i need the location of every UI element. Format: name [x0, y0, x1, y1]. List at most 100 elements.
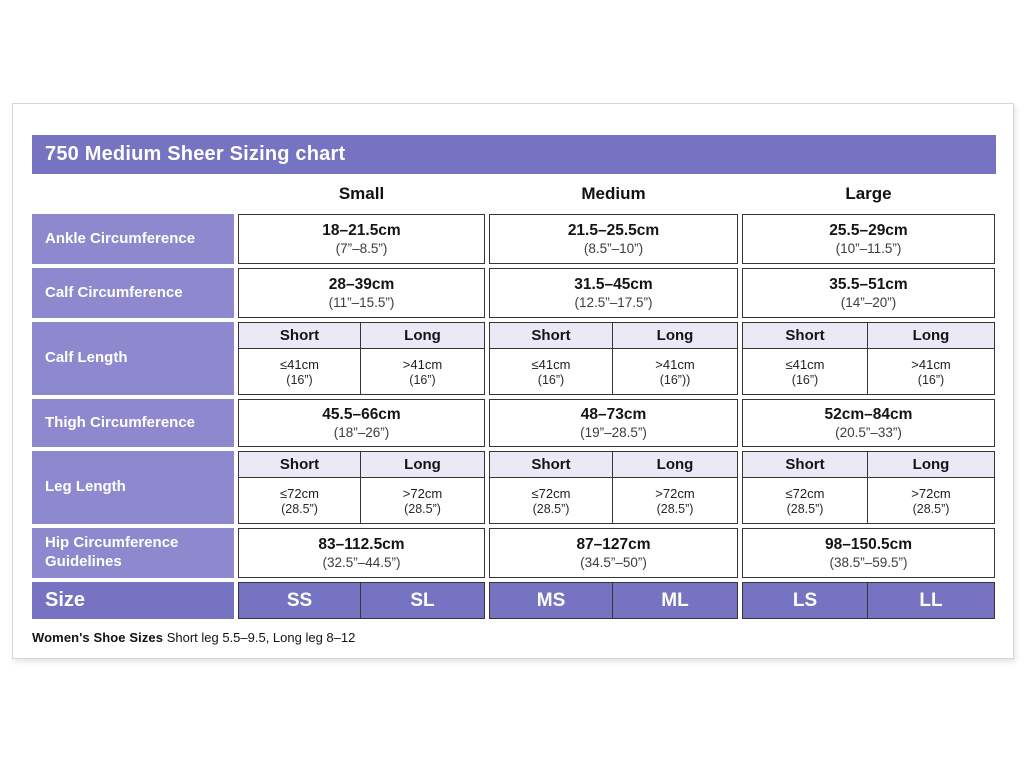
cell-leglen-small-long: >72cm (28.5”): [361, 478, 485, 524]
size-cell-ms: MS: [489, 582, 613, 619]
inch-value: (28.5”): [786, 501, 824, 516]
subheader-calf-large-long: Long: [868, 322, 995, 349]
page-title: 750 Medium Sheer Sizing chart: [32, 135, 996, 174]
inch-value: (28.5”): [281, 501, 318, 516]
inch-value: (16”)): [659, 372, 691, 387]
cell-calflen-medium-short: ≤41cm (16”): [489, 349, 613, 395]
inch-value: (16”): [791, 372, 819, 387]
inch-value: (34.5”–50”): [580, 555, 647, 570]
cell-thigh-medium: 48–73cm (19”–28.5”): [489, 399, 738, 447]
shoe-sizes-footnote: Women's Shoe Sizes Short leg 5.5–9.5, Lo…: [32, 630, 996, 645]
size-cell-ml: ML: [613, 582, 738, 619]
inch-value: (18”–26”): [333, 425, 390, 440]
subheader-leg-medium-long: Long: [613, 451, 738, 478]
cm-value: >72cm: [402, 485, 443, 501]
inch-value: (32.5”–44.5”): [322, 555, 401, 570]
sizing-table: Ankle Circumference 18–21.5cm (7”–8.5”) …: [32, 214, 996, 619]
col-header-medium: Medium: [581, 184, 646, 203]
cm-value: 21.5–25.5cm: [567, 222, 660, 239]
cell-hip-large: 98–150.5cm (38.5”–59.5”): [742, 528, 995, 578]
cm-value: >41cm: [655, 356, 695, 372]
row-label-calf-circumference: Calf Circumference: [32, 268, 234, 318]
subheader-calf-small-long: Long: [361, 322, 485, 349]
cm-value: ≤41cm: [785, 356, 825, 372]
row-label-calf-length: Calf Length: [32, 322, 234, 395]
subheader-leg-medium-short: Short: [489, 451, 613, 478]
card-content: 750 Medium Sheer Sizing chart Small Medi…: [32, 135, 996, 645]
row-label-thigh-circumference: Thigh Circumference: [32, 399, 234, 447]
column-headers: Small Medium Large: [32, 174, 996, 214]
cell-hip-small: 83–112.5cm (32.5”–44.5”): [238, 528, 485, 578]
cell-leglen-medium-short: ≤72cm (28.5”): [489, 478, 613, 524]
inch-value: (28.5”): [656, 501, 694, 516]
size-cell-sl: SL: [361, 582, 485, 619]
inch-value: (14”–20”): [840, 295, 897, 310]
cell-leglen-small-short: ≤72cm (28.5”): [238, 478, 361, 524]
row-label-size: Size: [32, 582, 234, 619]
cell-calfcirc-medium: 31.5–45cm (12.5”–17.5”): [489, 268, 738, 318]
cm-value: 45.5–66cm: [322, 406, 401, 423]
col-header-small: Small: [338, 184, 385, 203]
size-cell-ss: SS: [238, 582, 361, 619]
cm-value: 31.5–45cm: [574, 276, 653, 293]
subheader-leg-large-long: Long: [868, 451, 995, 478]
cell-calfcirc-small: 28–39cm (11”–15.5”): [238, 268, 485, 318]
inch-value: (12.5”–17.5”): [574, 295, 653, 310]
cm-value: ≤72cm: [531, 485, 571, 501]
cell-ankle-small: 18–21.5cm (7”–8.5”): [238, 214, 485, 264]
cell-calflen-large-long: >41cm (16”): [868, 349, 995, 395]
cm-value: 83–112.5cm: [318, 536, 405, 553]
inch-value: (8.5”–10”): [583, 241, 644, 256]
footnote-text: Short leg 5.5–9.5, Long leg 8–12: [163, 630, 356, 645]
subheader-calf-large-short: Short: [742, 322, 868, 349]
inch-value: (28.5”): [404, 501, 441, 516]
inch-value: (28.5”): [912, 501, 950, 516]
cm-value: >72cm: [655, 485, 695, 501]
inch-value: (16”): [917, 372, 945, 387]
cm-value: >41cm: [402, 356, 443, 372]
cell-ankle-medium: 21.5–25.5cm (8.5”–10”): [489, 214, 738, 264]
cm-value: 98–150.5cm: [824, 536, 913, 553]
cell-calflen-medium-long: >41cm (16”)): [613, 349, 738, 395]
cm-value: >41cm: [911, 356, 951, 372]
inch-value: (11”–15.5”): [328, 295, 395, 310]
size-cell-ll: LL: [868, 582, 995, 619]
cm-value: 48–73cm: [580, 406, 647, 423]
cm-value: 28–39cm: [328, 276, 395, 293]
cell-calflen-large-short: ≤41cm (16”): [742, 349, 868, 395]
inch-value: (38.5”–59.5”): [829, 555, 908, 570]
cm-value: 87–127cm: [576, 536, 651, 553]
cell-ankle-large: 25.5–29cm (10”–11.5”): [742, 214, 995, 264]
cm-value: 18–21.5cm: [322, 222, 401, 239]
row-label-hip-circumference-guidelines: Hip Circumference Guidelines: [32, 528, 234, 578]
footnote-bold-label: Women's Shoe Sizes: [32, 630, 164, 645]
inch-value: (20.5”–33”): [835, 425, 902, 440]
inch-value: (16”): [537, 372, 565, 387]
subheader-calf-medium-long: Long: [613, 322, 738, 349]
subheader-leg-large-short: Short: [742, 451, 868, 478]
cm-value: 52cm–84cm: [824, 406, 913, 423]
cell-calfcirc-large: 35.5–51cm (14”–20”): [742, 268, 995, 318]
inch-value: (10”–11.5”): [835, 241, 902, 256]
row-label-leg-length: Leg Length: [32, 451, 234, 524]
cm-value: ≤72cm: [785, 485, 825, 501]
cell-hip-medium: 87–127cm (34.5”–50”): [489, 528, 738, 578]
subheader-leg-small-long: Long: [361, 451, 485, 478]
sizing-chart-card: 750 Medium Sheer Sizing chart Small Medi…: [12, 103, 1014, 659]
cell-thigh-large: 52cm–84cm (20.5”–33”): [742, 399, 995, 447]
cm-value: ≤41cm: [531, 356, 571, 372]
cell-calflen-small-long: >41cm (16”): [361, 349, 485, 395]
cell-thigh-small: 45.5–66cm (18”–26”): [238, 399, 485, 447]
cm-value: 25.5–29cm: [829, 222, 908, 239]
cell-calflen-small-short: ≤41cm (16”): [238, 349, 361, 395]
row-label-ankle-circumference: Ankle Circumference: [32, 214, 234, 264]
inch-value: (16”): [286, 372, 313, 387]
inch-value: (19”–28.5”): [580, 425, 647, 440]
size-cell-ls: LS: [742, 582, 868, 619]
col-header-large: Large: [845, 184, 892, 203]
subheader-calf-small-short: Short: [238, 322, 361, 349]
cm-value: >72cm: [911, 485, 951, 501]
cm-value: ≤72cm: [280, 485, 319, 501]
subheader-leg-small-short: Short: [238, 451, 361, 478]
cm-value: ≤41cm: [280, 356, 319, 372]
